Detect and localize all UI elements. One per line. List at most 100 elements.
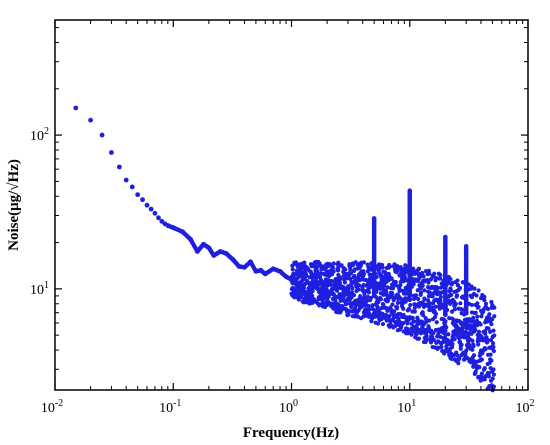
data-point — [473, 310, 478, 315]
data-point — [437, 272, 443, 277]
data-point — [403, 299, 408, 304]
data-point — [438, 294, 444, 300]
data-point — [457, 356, 462, 362]
spike-point — [463, 243, 469, 249]
data-point — [475, 301, 480, 306]
data-point — [99, 132, 105, 138]
data-point — [416, 266, 422, 271]
data-point — [370, 303, 375, 308]
data-point — [416, 304, 422, 309]
data-point — [363, 277, 369, 283]
data-point — [416, 296, 421, 302]
data-point — [459, 342, 464, 347]
data-point — [422, 297, 427, 302]
data-point — [490, 341, 496, 346]
data-point — [451, 317, 456, 323]
data-point — [365, 294, 370, 299]
data-point — [385, 285, 390, 290]
data-point — [475, 314, 480, 319]
data-point — [298, 294, 304, 300]
data-point — [88, 117, 93, 123]
data-point — [469, 295, 475, 300]
data-point — [129, 184, 135, 190]
data-point — [431, 337, 436, 343]
y-tick-label: 101 — [30, 280, 49, 298]
data-point — [304, 273, 309, 279]
data-point — [473, 327, 478, 332]
data-point — [431, 330, 436, 336]
data-point — [410, 315, 415, 321]
data-point — [488, 329, 493, 335]
data-point — [439, 345, 444, 350]
data-point — [368, 295, 374, 300]
data-point — [396, 316, 401, 321]
data-point — [482, 365, 487, 371]
data-point — [471, 343, 476, 349]
y-tick-label: 102 — [30, 126, 49, 144]
data-point — [421, 313, 426, 318]
data-point — [421, 274, 426, 279]
data-point — [389, 291, 395, 296]
data-point — [301, 286, 307, 291]
spike-point — [371, 216, 377, 221]
data-points — [73, 105, 497, 393]
data-point — [482, 377, 487, 382]
x-tick-label: 100 — [279, 398, 298, 416]
data-point — [491, 328, 496, 333]
data-point — [448, 276, 453, 282]
data-point — [351, 292, 357, 298]
data-point — [420, 283, 425, 288]
data-point — [361, 282, 366, 288]
data-point — [342, 280, 347, 285]
data-point — [392, 309, 397, 314]
data-point — [356, 287, 361, 292]
x-tick-label: 101 — [397, 398, 416, 416]
x-axis-title: Frequency(Hz) — [243, 425, 339, 441]
data-point — [333, 298, 338, 304]
data-point — [395, 300, 400, 305]
data-point — [346, 312, 351, 317]
data-point — [364, 298, 369, 304]
data-point — [401, 320, 406, 326]
data-point — [380, 265, 385, 270]
data-point — [366, 290, 371, 295]
data-point — [486, 370, 492, 376]
data-point — [390, 302, 395, 307]
data-point — [368, 285, 373, 290]
data-point — [470, 338, 475, 343]
data-point — [435, 345, 441, 350]
data-point — [469, 284, 474, 289]
data-point — [491, 344, 496, 350]
data-point — [424, 332, 429, 338]
data-point — [478, 322, 483, 327]
data-point — [349, 289, 355, 295]
data-point — [390, 286, 395, 291]
data-point — [404, 291, 409, 296]
data-point — [434, 275, 439, 281]
data-point — [338, 275, 343, 280]
data-point — [361, 260, 367, 265]
data-point — [378, 291, 383, 296]
data-point — [470, 347, 475, 352]
data-point — [352, 273, 357, 279]
data-point — [135, 192, 141, 198]
data-point — [476, 342, 481, 347]
data-point — [426, 294, 432, 299]
data-point — [492, 305, 497, 310]
data-point — [443, 328, 448, 334]
data-point — [73, 105, 79, 111]
data-point — [348, 304, 354, 309]
data-point — [424, 337, 429, 342]
data-point — [486, 326, 491, 331]
data-point — [351, 262, 356, 268]
data-point — [116, 164, 122, 170]
data-point — [389, 276, 394, 281]
data-point — [152, 210, 158, 216]
x-tick-label: 10-1 — [159, 398, 181, 416]
data-point — [331, 269, 336, 274]
data-point — [348, 267, 353, 272]
data-point — [489, 321, 494, 327]
data-point — [444, 325, 449, 330]
data-point — [473, 369, 478, 374]
data-point — [490, 376, 495, 381]
